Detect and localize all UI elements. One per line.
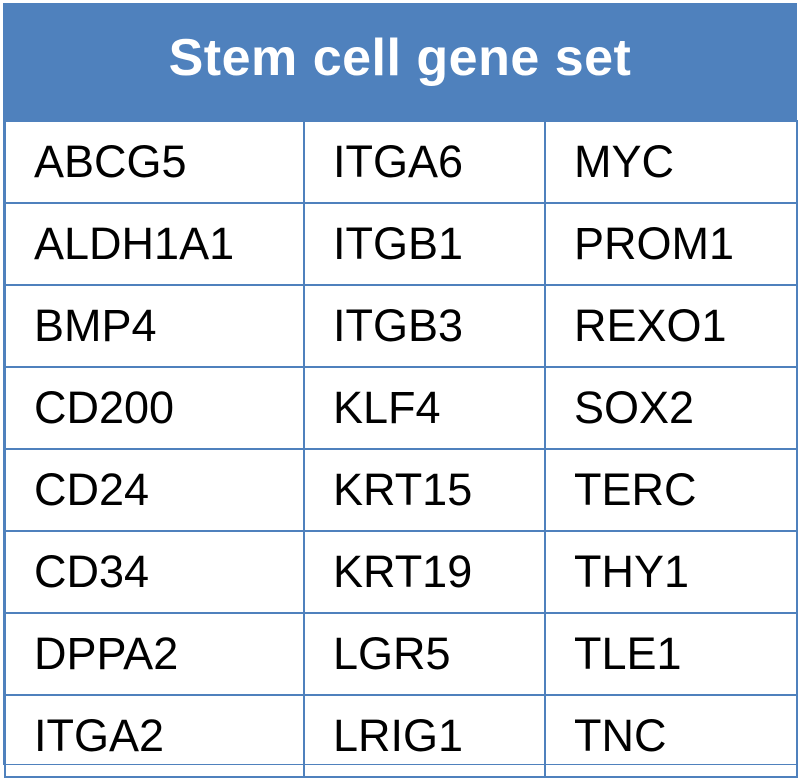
gene-cell: ITGB1 (303, 202, 546, 286)
gene-cell: PROM1 (544, 202, 798, 286)
gene-cell: KRT19 (303, 530, 546, 614)
table-title-bar: Stem cell gene set (4, 4, 796, 120)
table-row: CD200 KLF4 SOX2 (4, 366, 798, 450)
table-row: ITGA2 LRIG1 TNC (4, 694, 798, 778)
gene-cell: CD24 (4, 448, 305, 532)
gene-cell: ITGA2 (4, 694, 305, 778)
table-row: CD24 KRT15 TERC (4, 448, 798, 532)
gene-cell: ITGA6 (303, 120, 546, 204)
table-row: DPPA2 LGR5 TLE1 (4, 612, 798, 696)
gene-cell: THY1 (544, 530, 798, 614)
gene-cell: MYC (544, 120, 798, 204)
gene-cell: CD200 (4, 366, 305, 450)
gene-cell: ABCG5 (4, 120, 305, 204)
table-row: CD34 KRT19 THY1 (4, 530, 798, 614)
gene-cell: SOX2 (544, 366, 798, 450)
gene-cell: TNC (544, 694, 798, 778)
gene-cell: CD34 (4, 530, 305, 614)
gene-cell: LRIG1 (303, 694, 546, 778)
gene-cell: TLE1 (544, 612, 798, 696)
gene-cell: REXO1 (544, 284, 798, 368)
table-title: Stem cell gene set (168, 29, 632, 87)
gene-cell: DPPA2 (4, 612, 305, 696)
gene-cell: TERC (544, 448, 798, 532)
gene-cell: KLF4 (303, 366, 546, 450)
gene-table-body: ABCG5 ITGA6 MYC ALDH1A1 ITGB1 PROM1 BMP4… (4, 120, 798, 778)
gene-table: ABCG5 ITGA6 MYC ALDH1A1 ITGB1 PROM1 BMP4… (4, 120, 798, 778)
table-row: BMP4 ITGB3 REXO1 (4, 284, 798, 368)
table-row: ABCG5 ITGA6 MYC (4, 120, 798, 204)
gene-cell: ALDH1A1 (4, 202, 305, 286)
gene-cell: KRT15 (303, 448, 546, 532)
gene-cell: LGR5 (303, 612, 546, 696)
gene-cell: BMP4 (4, 284, 305, 368)
table-row: ALDH1A1 ITGB1 PROM1 (4, 202, 798, 286)
gene-cell: ITGB3 (303, 284, 546, 368)
